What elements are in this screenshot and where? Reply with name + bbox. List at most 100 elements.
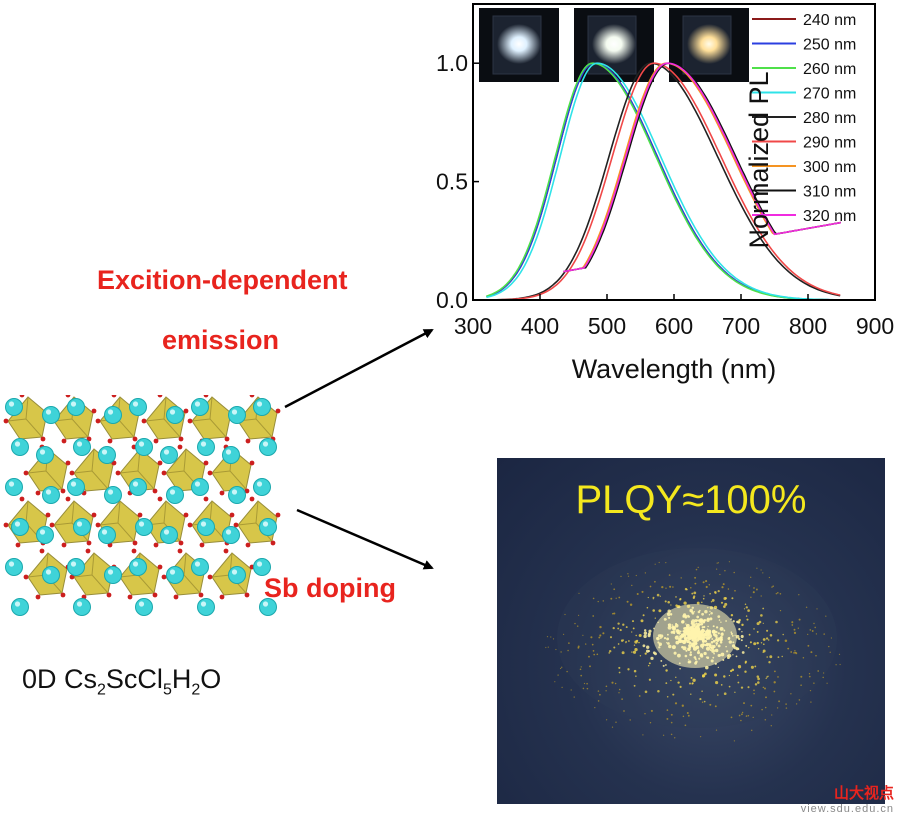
powder-grain <box>592 597 595 600</box>
powder-grain <box>721 586 724 589</box>
powder-grain <box>790 693 792 695</box>
powder-grain <box>577 645 580 648</box>
cs-atom <box>11 598 29 616</box>
cl-atom <box>199 542 205 548</box>
powder-grain <box>683 601 687 605</box>
powder-grain <box>773 690 776 693</box>
powder-grain <box>758 620 762 624</box>
powder-grain <box>754 665 757 668</box>
powder-grain <box>814 626 816 629</box>
cl-atom <box>132 540 138 546</box>
cl-atom <box>187 418 193 424</box>
powder-grain <box>638 633 642 638</box>
cs-atom <box>104 486 122 504</box>
cl-atom <box>40 436 46 442</box>
powder-grain <box>732 654 734 656</box>
powder-grain <box>823 633 825 635</box>
powder-grain <box>793 628 796 631</box>
powder-grain <box>738 628 741 631</box>
powder-grain <box>613 646 616 649</box>
cs-atom-highlight <box>138 601 145 607</box>
powder-grain <box>677 681 680 684</box>
powder-grain <box>573 696 575 698</box>
inset-glow <box>497 24 541 64</box>
cl-atom <box>249 496 255 502</box>
powder-grain <box>645 649 650 653</box>
powder-grain <box>800 675 803 678</box>
powder-grain <box>753 689 755 692</box>
cs-atom-highlight <box>262 601 269 607</box>
powder-grain <box>741 713 743 716</box>
powder-grain <box>670 713 673 716</box>
powder-grain <box>828 645 830 648</box>
powder-grain <box>650 709 653 712</box>
powder-grain <box>546 636 549 638</box>
powder-grain <box>666 695 669 698</box>
powder-grain <box>743 608 746 610</box>
powder-grain <box>760 642 763 644</box>
cl-atom <box>65 496 71 502</box>
powder-grain <box>579 668 582 671</box>
luminescent-powder-photo: PLQY≈100% <box>497 458 885 804</box>
cs-atom <box>67 398 85 416</box>
cs-atom-highlight <box>194 401 201 407</box>
powder-grain <box>744 603 747 605</box>
powder-grain <box>756 622 760 626</box>
powder-grain <box>762 686 765 689</box>
excitation-dependent-label: Excition-dependent <box>97 265 348 295</box>
powder-grain <box>714 705 717 708</box>
cs-atom <box>42 406 60 424</box>
powder-grain <box>690 676 693 679</box>
powder-grain <box>790 651 793 653</box>
cs-atom-highlight <box>107 489 114 495</box>
powder-grain <box>750 704 753 707</box>
powder-grain <box>701 701 704 703</box>
cl-atom <box>245 542 251 548</box>
x-axis-label: Wavelength (nm) <box>572 354 777 384</box>
powder-grain <box>735 655 738 658</box>
cl-atom <box>207 470 213 476</box>
powder-grain <box>635 634 637 637</box>
powder-grain <box>744 660 748 663</box>
cl-atom <box>95 418 101 424</box>
powder-grain <box>643 631 648 635</box>
powder-grain <box>740 634 744 639</box>
powder-grain <box>597 690 600 692</box>
cs-atom <box>42 566 60 584</box>
powder-grain <box>650 656 654 661</box>
cl-atom <box>45 512 51 518</box>
powder-grain <box>793 631 797 635</box>
cl-atom <box>152 488 158 494</box>
powder-grain <box>810 701 812 703</box>
powder-grain <box>708 584 710 586</box>
cs-atom <box>197 518 215 536</box>
cs-atom-highlight <box>138 521 145 527</box>
powder-grain <box>778 700 781 703</box>
cs-atom <box>135 598 153 616</box>
inset-glow <box>592 24 636 64</box>
sccl-octahedron <box>191 396 232 440</box>
powder-grain <box>657 689 660 693</box>
octahedron-edge <box>73 448 109 490</box>
sb-doping-label: Sb doping <box>264 573 396 603</box>
powder-grain <box>597 700 600 702</box>
octahedron-edge <box>145 396 181 438</box>
powder-grain <box>705 585 708 589</box>
powder-grain <box>583 682 586 685</box>
x-tick-label: 800 <box>789 313 827 339</box>
powder-grain <box>747 609 750 612</box>
cl-atom <box>207 574 213 580</box>
cl-atom <box>23 470 29 476</box>
powder-grain <box>762 607 765 610</box>
powder-grain <box>623 710 625 712</box>
powder-grain <box>795 703 798 705</box>
powder-grain <box>614 682 617 685</box>
cs-atom-highlight <box>14 601 21 607</box>
powder-grain <box>661 585 664 589</box>
x-tick-label: 700 <box>722 313 760 339</box>
powder-grain <box>830 637 833 639</box>
powder-grain <box>717 694 719 696</box>
legend: 240 nm 250 nm 260 nm 270 nm 280 nm 290 nm 300 … <box>752 12 856 225</box>
cs-atom-highlight <box>262 441 269 447</box>
cl-atom <box>157 395 163 398</box>
